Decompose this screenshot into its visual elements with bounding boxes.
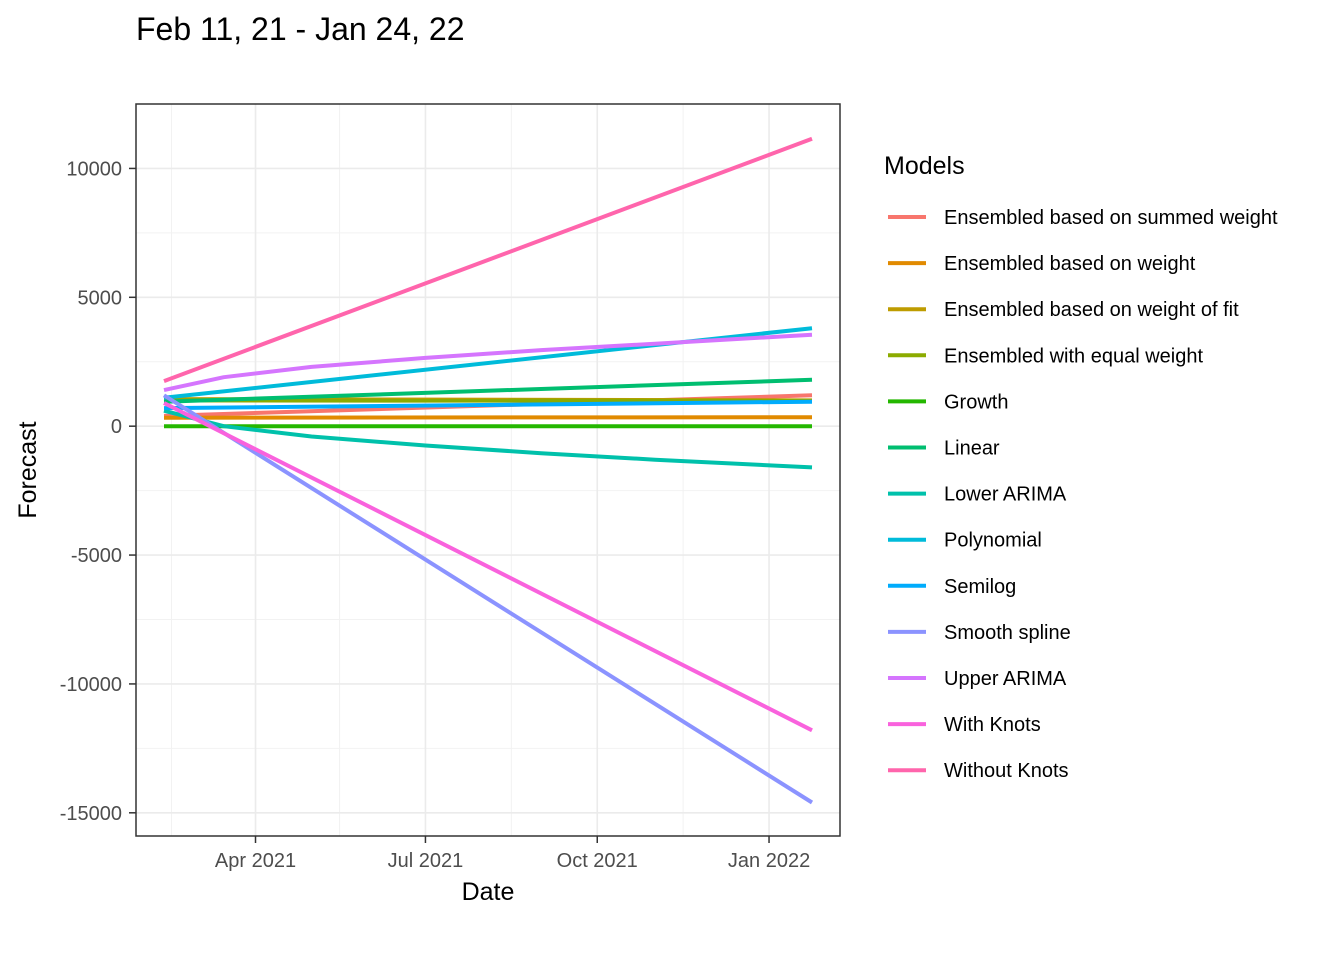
y-tick-label: -10000 xyxy=(60,674,122,696)
legend-label-semilog: Semilog xyxy=(944,576,1016,598)
legend-label-upper-arima: Upper ARIMA xyxy=(944,668,1067,690)
series-line-smooth-spline xyxy=(164,395,812,802)
legend: Models Ensembled based on summed weightE… xyxy=(884,152,1278,782)
chart-title: Feb 11, 21 - Jan 24, 22 xyxy=(136,11,465,47)
x-tick-label: Apr 2021 xyxy=(215,850,296,872)
x-axis: Apr 2021 Jul 2021 Oct 2021 Jan 2022 xyxy=(215,836,810,872)
legend-label-lower-arima: Lower ARIMA xyxy=(944,484,1067,506)
x-tick-label: Oct 2021 xyxy=(557,850,638,872)
y-tick-label: -15000 xyxy=(60,803,122,825)
y-tick-label: 0 xyxy=(111,416,122,438)
panel-border xyxy=(136,104,840,836)
minor-gridlines xyxy=(136,104,840,836)
chart: Feb 11, 21 - Jan 24, 22 Apr 2021 Jul 2021… xyxy=(0,0,1344,960)
legend-title: Models xyxy=(884,152,965,180)
legend-label-growth: Growth xyxy=(944,391,1008,413)
x-tick-label: Jan 2022 xyxy=(728,850,810,872)
major-gridlines xyxy=(136,104,840,836)
y-axis: 10000 5000 0 -5000 -10000 -15000 xyxy=(60,158,136,824)
series-line-without-knots xyxy=(164,139,812,381)
legend-label-with-knots: With Knots xyxy=(944,714,1041,736)
y-tick-label: -5000 xyxy=(71,545,122,567)
legend-label-ensembled-based-on-weight-of-fit: Ensembled based on weight of fit xyxy=(944,299,1239,321)
legend-items: Ensembled based on summed weight Ensemble… xyxy=(888,207,1278,782)
y-tick-label: 5000 xyxy=(78,287,123,309)
y-axis-title: Forecast xyxy=(14,421,42,518)
legend-label-smooth-spline: Smooth spline xyxy=(944,622,1071,644)
legend-label-polynomial: Polynomial xyxy=(944,530,1042,552)
legend-label-ensembled-based-on-weight: Ensembled based on weight xyxy=(944,253,1196,275)
legend-label-ensembled-with-equal-weight: Ensembled with equal weight xyxy=(944,345,1203,367)
y-tick-label: 10000 xyxy=(66,158,122,180)
legend-label-linear: Linear xyxy=(944,438,1000,460)
series-lines xyxy=(164,139,812,803)
legend-label-ensembled-based-on-summed-weight: Ensembled based on summed weight xyxy=(944,207,1278,229)
x-axis-title: Date xyxy=(462,878,515,906)
series-line-with-knots xyxy=(164,403,812,730)
x-tick-label: Jul 2021 xyxy=(388,850,464,872)
legend-label-without-knots: Without Knots xyxy=(944,760,1069,782)
series-line-ensembled-based-on-weight xyxy=(164,417,812,418)
